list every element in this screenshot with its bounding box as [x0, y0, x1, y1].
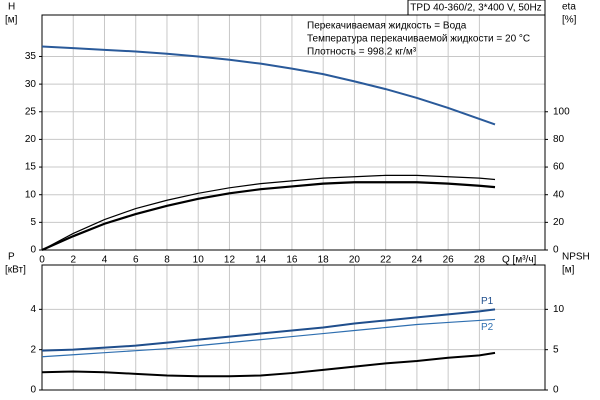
y-tick-label: 5 — [30, 217, 36, 228]
y2-tick-label: 60 — [553, 162, 565, 173]
x-tick-label: 6 — [133, 255, 139, 266]
y2-label: eta — [562, 2, 576, 13]
note: Перекачиваемая жидкость = Вода — [307, 21, 467, 32]
x-tick-label: 22 — [380, 255, 392, 266]
y-tick-label: 20 — [25, 134, 37, 145]
x-label: Q [м³/ч] — [502, 255, 537, 266]
plot-frame — [41, 14, 546, 251]
x-tick-label: 2 — [70, 255, 76, 266]
y2-tick-label: 20 — [553, 217, 565, 228]
y-label: H — [8, 2, 15, 13]
x-tick-label: 20 — [349, 255, 361, 266]
y2-tick-label: 100 — [553, 106, 570, 117]
x-tick-label: 8 — [164, 255, 170, 266]
y-tick-label: 2 — [30, 344, 36, 355]
y-tick-label: 4 — [30, 304, 36, 315]
y-label-unit: [м] — [5, 15, 18, 26]
x-tick-label: 26 — [443, 255, 455, 266]
y-tick-label: 0 — [30, 245, 36, 256]
y-label-unit: [кВт] — [5, 265, 26, 276]
y2-tick-label: 5 — [553, 344, 559, 355]
curve-label: P2 — [481, 322, 494, 333]
x-tick-label: 28 — [474, 255, 486, 266]
x-tick-label: 4 — [102, 255, 108, 266]
y2-label-unit: [м] — [562, 265, 575, 276]
y-tick-label: 15 — [25, 162, 37, 173]
y2-tick-label: 0 — [553, 385, 559, 396]
chart-title: TPD 40-360/2, 3*400 V, 50Hz — [410, 3, 541, 14]
y-tick-label: 35 — [25, 51, 37, 62]
y2-label: NPSH — [562, 252, 590, 263]
x-tick-label: 12 — [224, 255, 236, 266]
curve — [41, 174, 496, 251]
y-tick-label: 10 — [25, 189, 37, 200]
x-tick-label: 0 — [39, 255, 45, 266]
y-tick-label: 0 — [30, 385, 36, 396]
curve — [41, 45, 496, 126]
curve — [41, 181, 496, 252]
plot-frame — [41, 264, 546, 391]
x-tick-label: 18 — [318, 255, 330, 266]
curve-label: P1 — [481, 296, 494, 307]
x-tick-label: 16 — [286, 255, 298, 266]
note: Температура перекачиваемой жидкости = 20… — [307, 34, 530, 45]
y-label: P — [8, 252, 15, 263]
y2-tick-label: 0 — [553, 245, 559, 256]
x-tick-label: 10 — [193, 255, 205, 266]
note: Плотность = 998.2 кг/м³ — [307, 47, 417, 58]
y2-label-unit: [%] — [562, 15, 577, 26]
y2-tick-label: 10 — [553, 304, 565, 315]
x-tick-label: 24 — [411, 255, 423, 266]
curve — [41, 308, 496, 352]
y-tick-label: 25 — [25, 106, 37, 117]
y-tick-label: 30 — [25, 79, 37, 90]
curve — [41, 351, 496, 378]
y2-tick-label: 40 — [553, 189, 565, 200]
y2-tick-label: 80 — [553, 134, 565, 145]
title-box — [407, 0, 546, 16]
curve — [41, 318, 496, 358]
x-tick-label: 14 — [255, 255, 267, 266]
